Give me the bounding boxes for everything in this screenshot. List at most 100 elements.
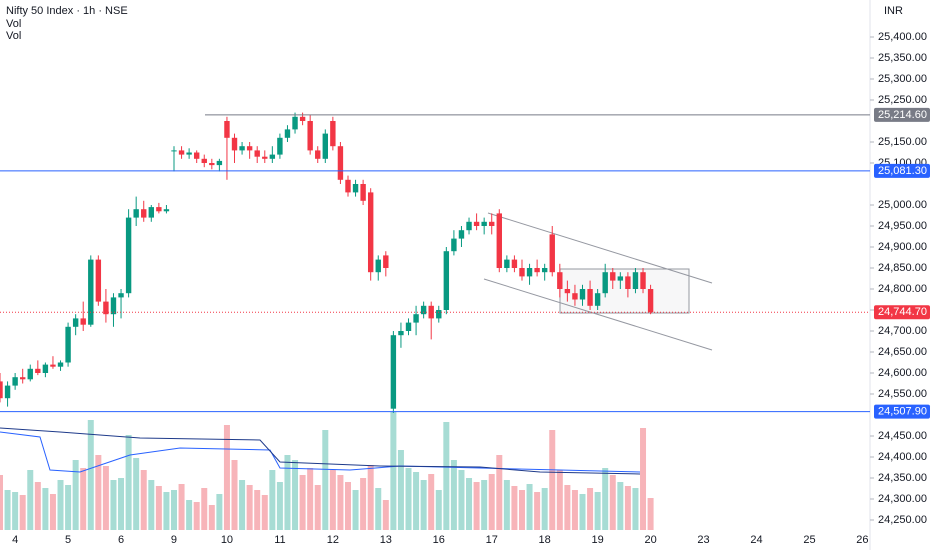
- volume-bar: [413, 472, 420, 530]
- candle-body: [178, 150, 185, 155]
- price-label-box: [874, 305, 930, 320]
- y-tick-label: 24,800.00: [878, 283, 927, 295]
- candle-body: [277, 137, 283, 155]
- volume-bar: [133, 458, 140, 530]
- volume-bar: [352, 490, 359, 530]
- volume-bar: [12, 492, 19, 530]
- x-tick-label: 10: [221, 534, 233, 546]
- candle-body: [557, 272, 563, 289]
- volume-bar: [549, 430, 556, 530]
- volume-bar: [473, 482, 480, 530]
- channel-line: [487, 212, 713, 284]
- volume-bar: [329, 470, 336, 530]
- candle-body: [0, 381, 3, 399]
- volume-bar: [0, 475, 3, 530]
- volume-bar: [571, 490, 578, 530]
- price-label: 25,214.60: [878, 109, 927, 121]
- volume-bar: [511, 486, 518, 530]
- y-tick-label: 24,550.00: [878, 388, 927, 400]
- currency-label: INR: [884, 5, 903, 17]
- candle-body: [4, 385, 11, 399]
- candle-body: [27, 368, 33, 380]
- volume-bar: [87, 420, 94, 530]
- y-tick-label: 25,350.00: [878, 52, 927, 64]
- volume-bar: [223, 425, 230, 530]
- volume-bar: [186, 500, 193, 530]
- candle-body: [284, 129, 291, 138]
- volume-bar: [19, 495, 26, 530]
- candle-body: [352, 184, 359, 193]
- candle-body: [246, 146, 253, 151]
- volume-bar: [57, 480, 64, 530]
- volume-ma: [0, 427, 641, 475]
- x-tick-label: 17: [486, 534, 498, 546]
- candle-body: [148, 207, 154, 218]
- volume-bar: [541, 488, 548, 530]
- volume-bar: [375, 488, 382, 530]
- candle-body: [443, 251, 450, 310]
- candle-body: [367, 192, 374, 273]
- volume-bar: [261, 495, 268, 530]
- x-tick-label: 5: [65, 534, 71, 546]
- candle-body: [564, 289, 571, 294]
- volume-bar: [314, 485, 321, 530]
- legend-entry: Vol: [6, 18, 21, 30]
- candle-body: [186, 152, 192, 155]
- channel-line: [483, 278, 713, 351]
- volume-bar: [155, 486, 162, 530]
- volume-bar: [587, 488, 594, 530]
- volume-bar: [72, 460, 79, 530]
- x-tick-label: 6: [118, 534, 124, 546]
- candle-body: [193, 152, 200, 159]
- x-tick-label: 13: [380, 534, 392, 546]
- x-tick-label: 12: [327, 534, 339, 546]
- volume-bar: [80, 468, 87, 530]
- candle-body: [216, 160, 223, 166]
- candle-body: [307, 121, 313, 151]
- volume-bar: [140, 470, 147, 530]
- volume-bar: [125, 435, 132, 530]
- candle-body: [201, 158, 207, 163]
- volume-bar: [344, 482, 351, 530]
- volume-bar: [102, 466, 109, 530]
- volume-bar: [481, 480, 488, 530]
- x-tick-label: 23: [697, 534, 709, 546]
- volume-bar: [337, 475, 344, 530]
- price-label: 25,081.30: [878, 165, 927, 177]
- y-tick-label: 24,450.00: [878, 430, 927, 442]
- candle-body: [88, 259, 94, 325]
- volume-bar: [27, 470, 34, 530]
- volume-bar: [118, 478, 125, 530]
- candle-body: [534, 268, 540, 273]
- candle-body: [133, 209, 139, 218]
- x-tick-label: 26: [856, 534, 868, 546]
- price-label: 24,507.90: [878, 406, 927, 418]
- candle-body: [156, 207, 162, 212]
- legend-entry: Vol: [6, 30, 21, 42]
- candle-body: [337, 146, 344, 180]
- x-tick-label: 16: [433, 534, 445, 546]
- volume-bar: [382, 500, 389, 530]
- volume-bar: [390, 412, 397, 530]
- volume-bar: [322, 430, 329, 530]
- candle-body: [50, 364, 56, 367]
- candle-body: [458, 230, 465, 239]
- volume-bar: [556, 470, 563, 530]
- candle-body: [489, 221, 495, 226]
- volume-bar: [579, 494, 586, 530]
- candle-body: [231, 137, 238, 151]
- y-tick-label: 25,150.00: [878, 136, 927, 148]
- volume-bar: [458, 470, 465, 530]
- candle-body: [420, 305, 427, 315]
- price-label: 24,744.70: [878, 306, 927, 318]
- candle-body: [375, 259, 381, 273]
- x-tick-label: 11: [274, 534, 285, 546]
- candle-body: [171, 150, 177, 152]
- candle-body: [504, 259, 510, 268]
- candle-body: [12, 377, 18, 386]
- x-tick-label: 9: [171, 534, 177, 546]
- y-tick-label: 25,000.00: [878, 199, 927, 211]
- volume-bar: [405, 468, 412, 530]
- candle-body: [390, 335, 397, 409]
- volume-bar: [428, 474, 435, 530]
